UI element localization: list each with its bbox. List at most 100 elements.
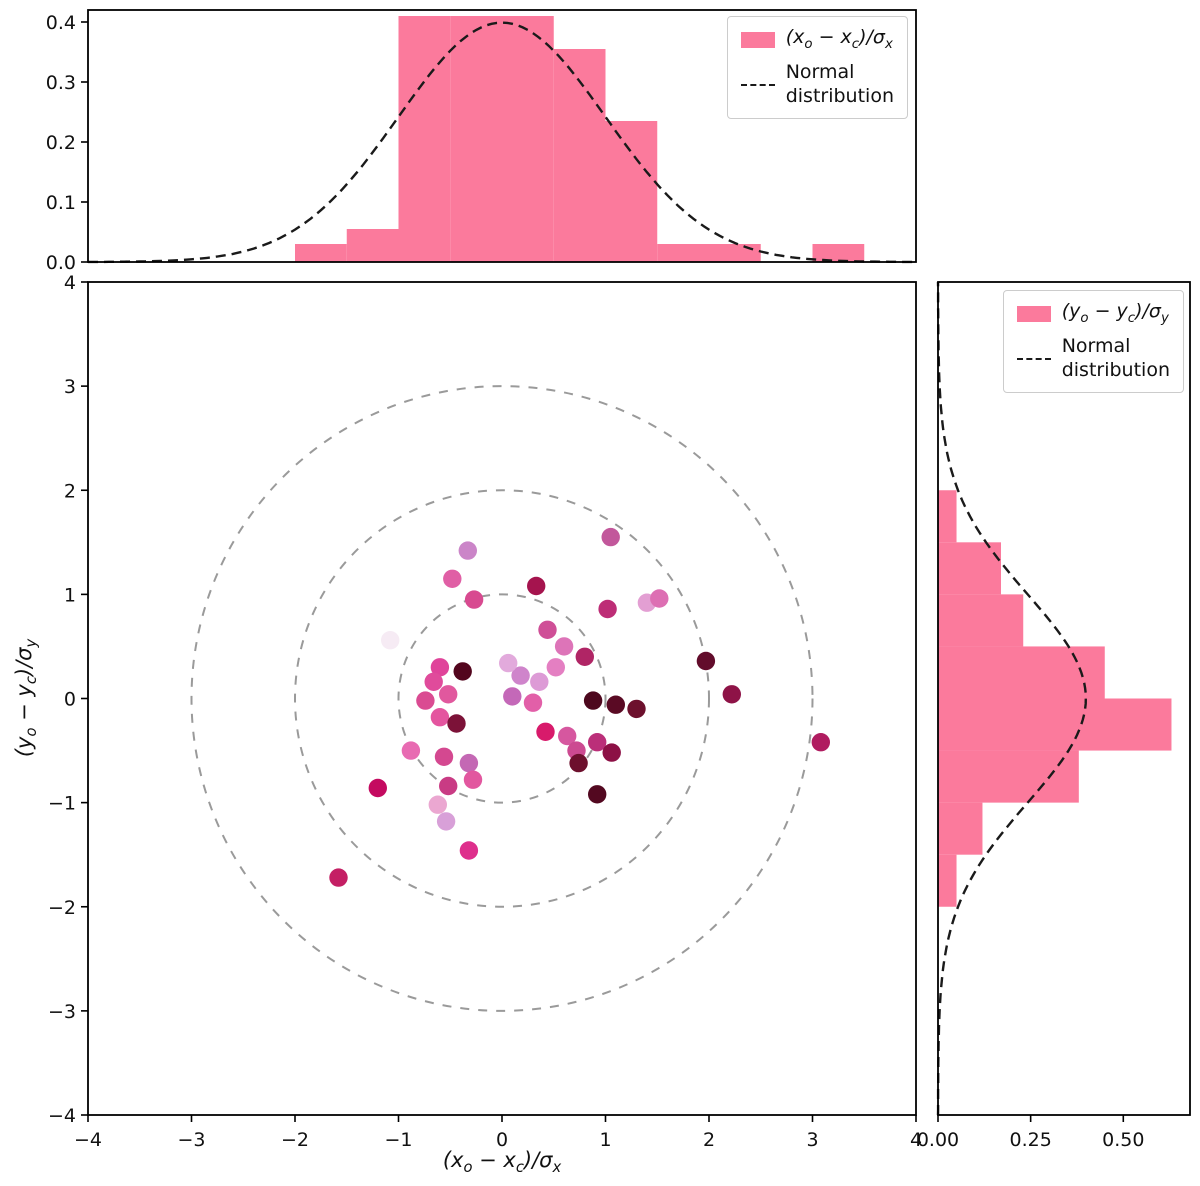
histogram-bar	[553, 49, 606, 262]
histogram-bar	[938, 542, 1001, 595]
scatter-point	[588, 785, 607, 804]
legend-row-histogram: (xo − xc)/σx	[740, 26, 894, 53]
scatter-point	[523, 693, 543, 712]
right-panel-spine	[937, 281, 1191, 1116]
x-tick-label: 0.50	[1102, 1129, 1144, 1151]
y-tick-label: −2	[48, 897, 76, 919]
histogram-bar	[938, 490, 957, 543]
y-tick-label: 0.3	[46, 72, 76, 94]
scatter-point	[368, 778, 387, 798]
histogram-bar	[938, 646, 1105, 699]
x-tick-label: 0.25	[1009, 1129, 1051, 1151]
scatter-point	[464, 590, 484, 609]
scatter-point	[416, 691, 435, 710]
histogram-swatch	[740, 31, 775, 48]
scatter-point	[598, 599, 617, 619]
legend-label-y-residuals: (yo − yc)/σy	[1061, 300, 1169, 326]
x-tick-label: 3	[806, 1129, 818, 1151]
sigma-circle	[294, 489, 710, 908]
scatter-point	[583, 691, 603, 710]
histogram-bar	[295, 244, 347, 262]
y-tick-label: 3	[64, 376, 76, 398]
scatter-point	[503, 687, 522, 706]
scatter-point	[443, 569, 462, 588]
y-tick-label: −3	[48, 1001, 76, 1023]
scatter-point	[536, 722, 555, 741]
dashed-line-icon	[1016, 358, 1051, 361]
scatter-point	[511, 666, 530, 685]
legend-top: (xo − xc)/σx Normal distribution	[726, 16, 908, 119]
scatter-point	[436, 812, 456, 831]
sigma-circle	[190, 385, 814, 1012]
x-tick-label: 0	[496, 1129, 508, 1151]
top-panel-spine	[87, 9, 917, 263]
scatter-point	[627, 699, 646, 719]
x-residual-histogram-panel: 0.0 0.1 0.2 0.3 0.4	[46, 12, 916, 274]
y-tick-label: 1	[64, 584, 76, 606]
scatter-point	[722, 685, 741, 704]
x-tick-label: −3	[177, 1129, 205, 1151]
scatter-point	[439, 685, 458, 704]
scatter-point	[424, 672, 443, 691]
scatter-point	[439, 776, 458, 796]
y-tick-label: 0.2	[46, 132, 76, 154]
legend-row-normal: Normal distribution	[1016, 335, 1170, 383]
scatter-point	[558, 726, 577, 746]
y-tick-label: 0	[64, 689, 76, 711]
x-axis-label: (xo − xc)/σx	[442, 1148, 562, 1177]
scatter-point	[381, 631, 400, 650]
main-panel-spine	[87, 281, 917, 1116]
x-tick-label: 1	[599, 1129, 611, 1151]
scatter-point	[606, 695, 625, 714]
scatter-point	[696, 651, 716, 671]
y-tick-label: −4	[48, 1105, 76, 1127]
x-tick-label: −1	[384, 1129, 412, 1151]
legend-label-normal: Normal distribution	[785, 61, 894, 108]
scatter-point	[428, 795, 447, 814]
scatter-point	[463, 770, 483, 789]
histogram-bar	[938, 750, 1079, 803]
y-tick-label: 0.0	[46, 252, 76, 274]
histogram-bar	[605, 121, 658, 262]
histogram-bar	[450, 16, 502, 262]
histogram-bar	[938, 854, 957, 907]
legend-right: (yo − yc)/σy Normal distribution	[1002, 290, 1184, 393]
main-panel-bg	[88, 282, 916, 1115]
scatter-point	[569, 753, 588, 773]
scatter-point	[650, 589, 669, 608]
x-tick-label: 0.00	[917, 1129, 959, 1151]
scatter-point	[530, 672, 549, 691]
sigma-circle	[397, 593, 607, 804]
scatter-point	[434, 747, 454, 766]
residual-scatter-panel: −4 −3 −2 −1 0 1 2 3 4 −4 −3 −2 −1 0 1 2 3 4	[48, 272, 922, 1151]
histogram-bar	[502, 16, 554, 262]
y-tick-label: 0.1	[46, 192, 76, 214]
x-tick-label: −2	[281, 1129, 309, 1151]
histogram-swatch	[1016, 305, 1051, 322]
histogram-bar	[938, 594, 1024, 647]
scatter-point	[811, 733, 830, 752]
legend-label-x-residuals: (xo − xc)/σx	[785, 26, 893, 52]
histogram-bar	[938, 802, 983, 855]
histogram-bar	[709, 244, 761, 262]
scatter-point	[459, 841, 479, 860]
scatter-point	[401, 741, 421, 760]
histogram-bar	[657, 244, 709, 262]
scatter-point	[459, 753, 479, 773]
x-tick-label: 2	[703, 1129, 715, 1151]
histogram-bar	[346, 229, 399, 262]
histogram-bar	[938, 698, 1172, 751]
scatter-point	[538, 620, 557, 639]
scatter-point	[527, 576, 546, 596]
x-tick-label: 4	[910, 1129, 922, 1151]
histogram-bar	[812, 244, 865, 262]
y-tick-label: 0.4	[46, 12, 76, 34]
scatter-point	[546, 658, 565, 677]
normal-curve	[936, 281, 1088, 1116]
y-tick-label: −1	[48, 793, 76, 815]
histogram-bar	[398, 16, 451, 262]
scatter-point	[499, 653, 518, 673]
dashed-line-icon	[740, 84, 775, 87]
x-tick-label: −4	[74, 1129, 102, 1151]
